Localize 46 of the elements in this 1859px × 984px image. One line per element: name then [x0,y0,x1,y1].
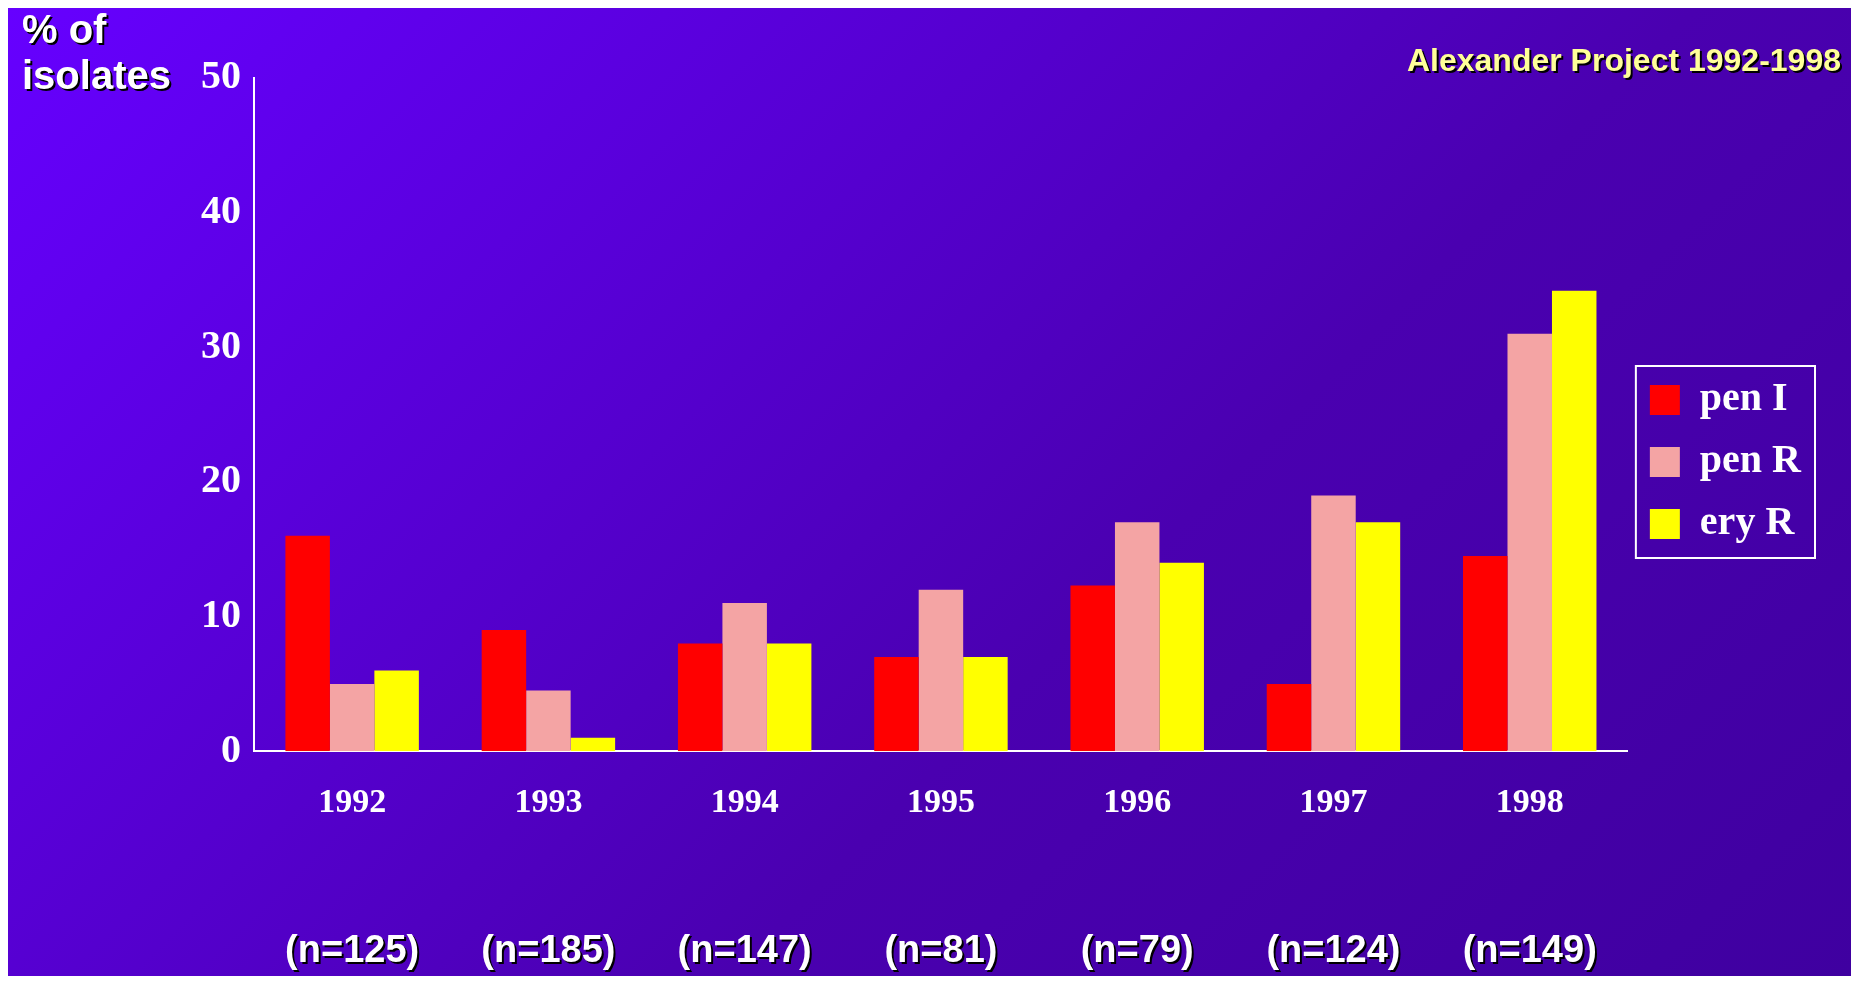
text: (n=125) [285,928,420,970]
chart-title: Alexander Project 1992-1998 [1408,43,1843,80]
y-tick-label: 10 [201,590,241,636]
bar [1355,522,1401,752]
bar [570,737,616,752]
bar [1311,495,1356,752]
y-tick-label: 40 [201,186,241,232]
bar [481,630,527,752]
text: (n=124) [1266,928,1401,970]
bar [677,643,723,752]
y-axis-title: % of isolates [22,7,173,100]
x-tick-label: 1993 [514,782,583,820]
legend-label: pen I [1699,374,1788,420]
legend-label: ery R [1699,498,1796,544]
y-tick-label: 20 [201,456,241,502]
text: (n=147) [677,928,812,970]
bar [1266,683,1312,752]
bar [722,603,767,752]
bar [526,690,571,752]
text: (n=79) [1080,928,1194,970]
bar [963,656,1008,752]
bar [1159,562,1204,752]
bar [1463,555,1508,752]
bar [1551,290,1597,752]
bar [285,535,330,752]
bar [329,683,375,752]
bar [918,589,964,752]
bar [374,670,419,752]
bar [766,643,812,752]
bar [874,656,919,752]
text: (n=185) [481,928,616,970]
x-tick-label: 1995 [906,782,975,820]
bar [1114,522,1160,752]
bar [1070,585,1115,752]
text: (n=81) [884,928,998,970]
x-tick-label: 1998 [1495,782,1564,820]
text: (n=149) [1462,928,1597,970]
x-tick-label: 1992 [318,782,387,820]
bar [1507,333,1552,752]
x-tick-label: 1997 [1299,782,1368,820]
x-tick-label: 1994 [710,782,779,820]
x-tick-label: 1996 [1103,782,1172,820]
y-tick-label: 30 [201,321,241,367]
y-tick-label: 50 [201,52,241,98]
y-tick-label: 0 [221,725,241,771]
legend-label: pen R [1699,436,1803,482]
